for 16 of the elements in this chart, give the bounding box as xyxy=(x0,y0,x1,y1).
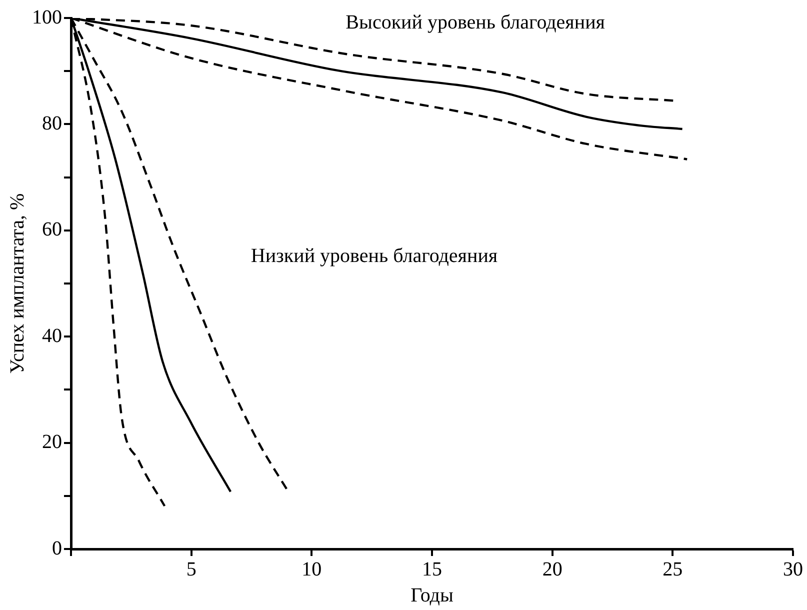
x-tick-label: 30 xyxy=(783,558,803,580)
x-axis-title: Годы xyxy=(410,584,454,606)
annotation: Низкий уровень благодеяния xyxy=(250,245,498,268)
x-tick-label: 10 xyxy=(302,558,322,580)
y-tick-label: 0 xyxy=(52,537,62,560)
y-tick-label: 40 xyxy=(42,324,62,347)
y-tick-label: 100 xyxy=(32,6,62,28)
y-tick-label: 60 xyxy=(42,218,62,241)
x-tick-label: 5 xyxy=(186,558,196,580)
x-tick-label: 20 xyxy=(542,558,562,580)
x-tick-label: 15 xyxy=(422,558,442,580)
annotation: Высокий уровень благодеяния xyxy=(346,12,605,34)
y-tick-label: 20 xyxy=(42,431,62,454)
y-tick-label: 80 xyxy=(42,112,62,134)
y-axis-title: Успех имплантата, % xyxy=(6,193,28,374)
x-tick-label: 25 xyxy=(662,558,683,580)
